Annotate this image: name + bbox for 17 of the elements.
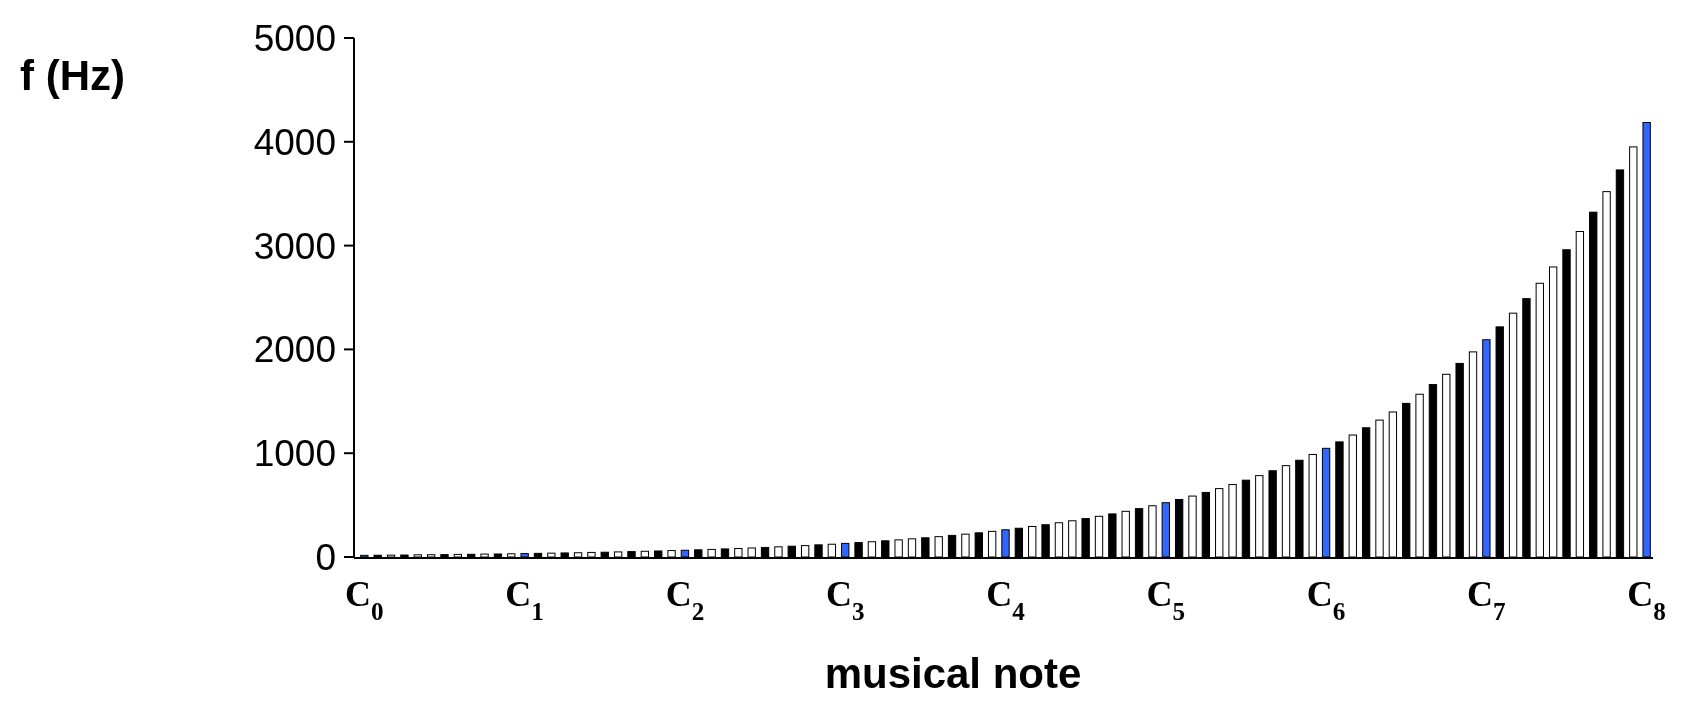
x-tick-label: C$_{5}$	[1146, 574, 1186, 625]
x-axis-title: musical note	[824, 650, 1082, 697]
x-tick-label: C$_{6}$	[1306, 574, 1346, 625]
x-tick-label: C$_{7}$	[1467, 574, 1506, 625]
x-tick-label: C$_{8}$	[1627, 574, 1666, 625]
y-tick-label: 2000	[253, 329, 336, 371]
y-tick-label: 1000	[253, 433, 336, 475]
y-axis-title: f (Hz)	[20, 52, 125, 99]
y-tick-label: 5000	[253, 17, 336, 59]
x-tick-label: C$_{3}$	[825, 574, 865, 625]
x-tick-label: C$_{4}$	[986, 574, 1026, 625]
x-tick-label: C$_{0}$	[345, 574, 384, 625]
y-tick-label: 0	[315, 536, 336, 578]
x-tick-label: C$_{1}$	[505, 574, 544, 625]
y-tick-label: 3000	[253, 225, 336, 267]
x-tick-label: C$_{2}$	[665, 574, 705, 625]
y-tick-label: 4000	[253, 121, 336, 163]
